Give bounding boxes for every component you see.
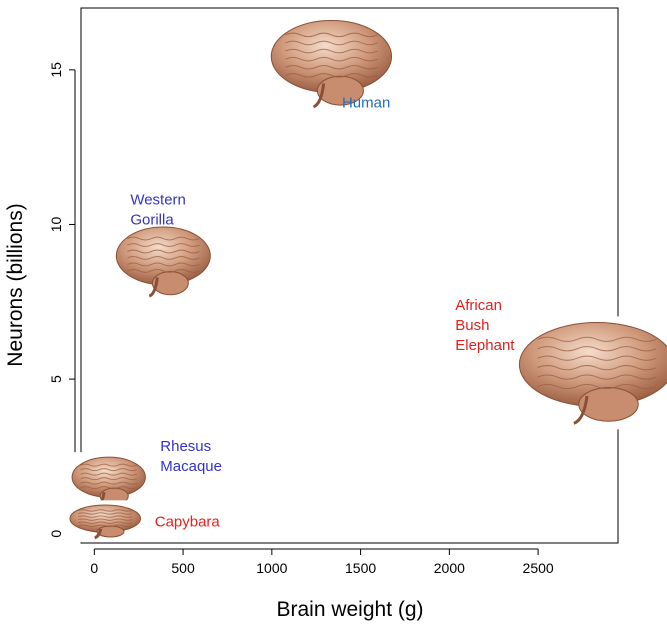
point-label: African [455,297,502,314]
point-labels: Human Western Gorilla African Bush Elephant Rh… [130,95,515,531]
y-tick-label: 15 [48,62,64,78]
brain-icon [265,14,402,113]
y-tick-label: 0 [48,530,64,538]
point-label: Rhesus [160,438,211,455]
point-label: Bush [455,317,489,334]
point-label: Gorilla [130,212,174,229]
brain-icon [111,221,220,302]
point-label: Western [130,192,186,209]
x-tick-label: 500 [171,560,195,576]
y-tick-label: 5 [48,375,64,383]
x-tick-label: 1000 [256,560,287,576]
point-label: Macaque [160,458,222,475]
y-axis-title: Neurons (billions) [4,203,27,366]
y-tick-label: 10 [48,216,64,232]
data-points [65,14,667,543]
x-tick-label: 2000 [434,560,465,576]
x-axis: 0 500 1000 1500 2000 2500 [90,548,554,576]
point-label: Human [342,95,390,112]
point-label: Elephant [455,337,515,354]
plot-border [80,7,619,544]
brain-icon [65,500,149,543]
point-label: Capybara [155,513,221,530]
x-tick-label: 0 [90,560,98,576]
x-axis-title: Brain weight (g) [276,598,423,621]
x-tick-label: 1500 [345,560,376,576]
x-tick-label: 2500 [523,560,554,576]
brain-icon [513,316,667,430]
